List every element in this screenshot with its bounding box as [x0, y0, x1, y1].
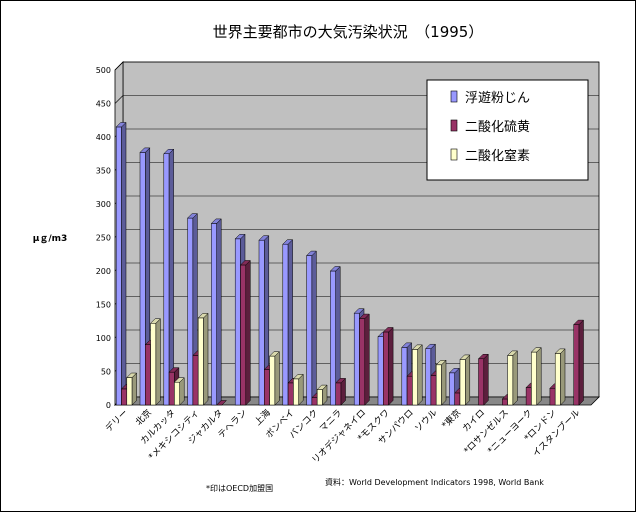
- x-tick-label: デリー: [103, 407, 131, 435]
- bar: [573, 319, 585, 406]
- bar: [411, 344, 423, 406]
- bar: [216, 400, 228, 406]
- bar: [316, 384, 328, 406]
- bar: [126, 372, 138, 406]
- bar: [115, 121, 127, 406]
- bar: [358, 313, 370, 406]
- y-tick-label: 100: [96, 334, 111, 343]
- bar: [382, 326, 394, 406]
- y-axis-label: μｇ/m3: [33, 234, 68, 245]
- bar: [173, 377, 185, 406]
- bar: [305, 250, 318, 406]
- x-tick-label: *東京: [439, 407, 463, 431]
- bar: [197, 312, 209, 406]
- bar: [335, 377, 347, 406]
- gridline-side: [114, 61, 124, 71]
- y-tick-label: 350: [96, 167, 111, 176]
- x-tick-label: ソウル: [413, 407, 440, 434]
- bar: [268, 350, 281, 406]
- bar: [239, 259, 251, 406]
- y-tick-label: 150: [96, 301, 111, 310]
- bar: [292, 373, 304, 406]
- y-tick-label: 400: [96, 133, 111, 142]
- y-tick-label: 250: [96, 234, 111, 243]
- y-tick-label: 0: [106, 401, 111, 410]
- bar: [554, 348, 566, 406]
- bar: [149, 318, 162, 406]
- y-tick-label: 500: [96, 66, 111, 75]
- legend-label: 浮遊粉じん: [465, 91, 530, 106]
- bar: [530, 346, 542, 406]
- legend-label: 二酸化窒素: [465, 148, 530, 164]
- y-tick-label: 50: [101, 368, 111, 377]
- legend-swatch: [450, 90, 458, 103]
- y-tick-label: 200: [96, 267, 111, 276]
- y-tick-label: 450: [96, 100, 111, 109]
- x-tick-label: 北京: [133, 407, 154, 428]
- chart-title: 世界主要都市の大気汚染状況 （1995）: [213, 23, 484, 41]
- bar: [435, 359, 447, 406]
- bar: [282, 239, 294, 406]
- gridline-side: [114, 95, 124, 104]
- legend-label: 二酸化硫黄: [465, 120, 530, 135]
- source-note: 資料：World Development Indicators 1998, Wo…: [325, 477, 544, 487]
- legend-swatch: [450, 148, 458, 161]
- bar: [163, 148, 175, 406]
- x-tick-label: 上海: [252, 407, 273, 428]
- bar: [459, 354, 471, 406]
- bar: [477, 353, 489, 406]
- bar: [210, 218, 222, 406]
- legend-swatch: [450, 119, 458, 132]
- bar: [506, 350, 519, 406]
- y-tick-label: 300: [96, 200, 111, 209]
- footnote: *印はOECD加盟国: [206, 483, 273, 493]
